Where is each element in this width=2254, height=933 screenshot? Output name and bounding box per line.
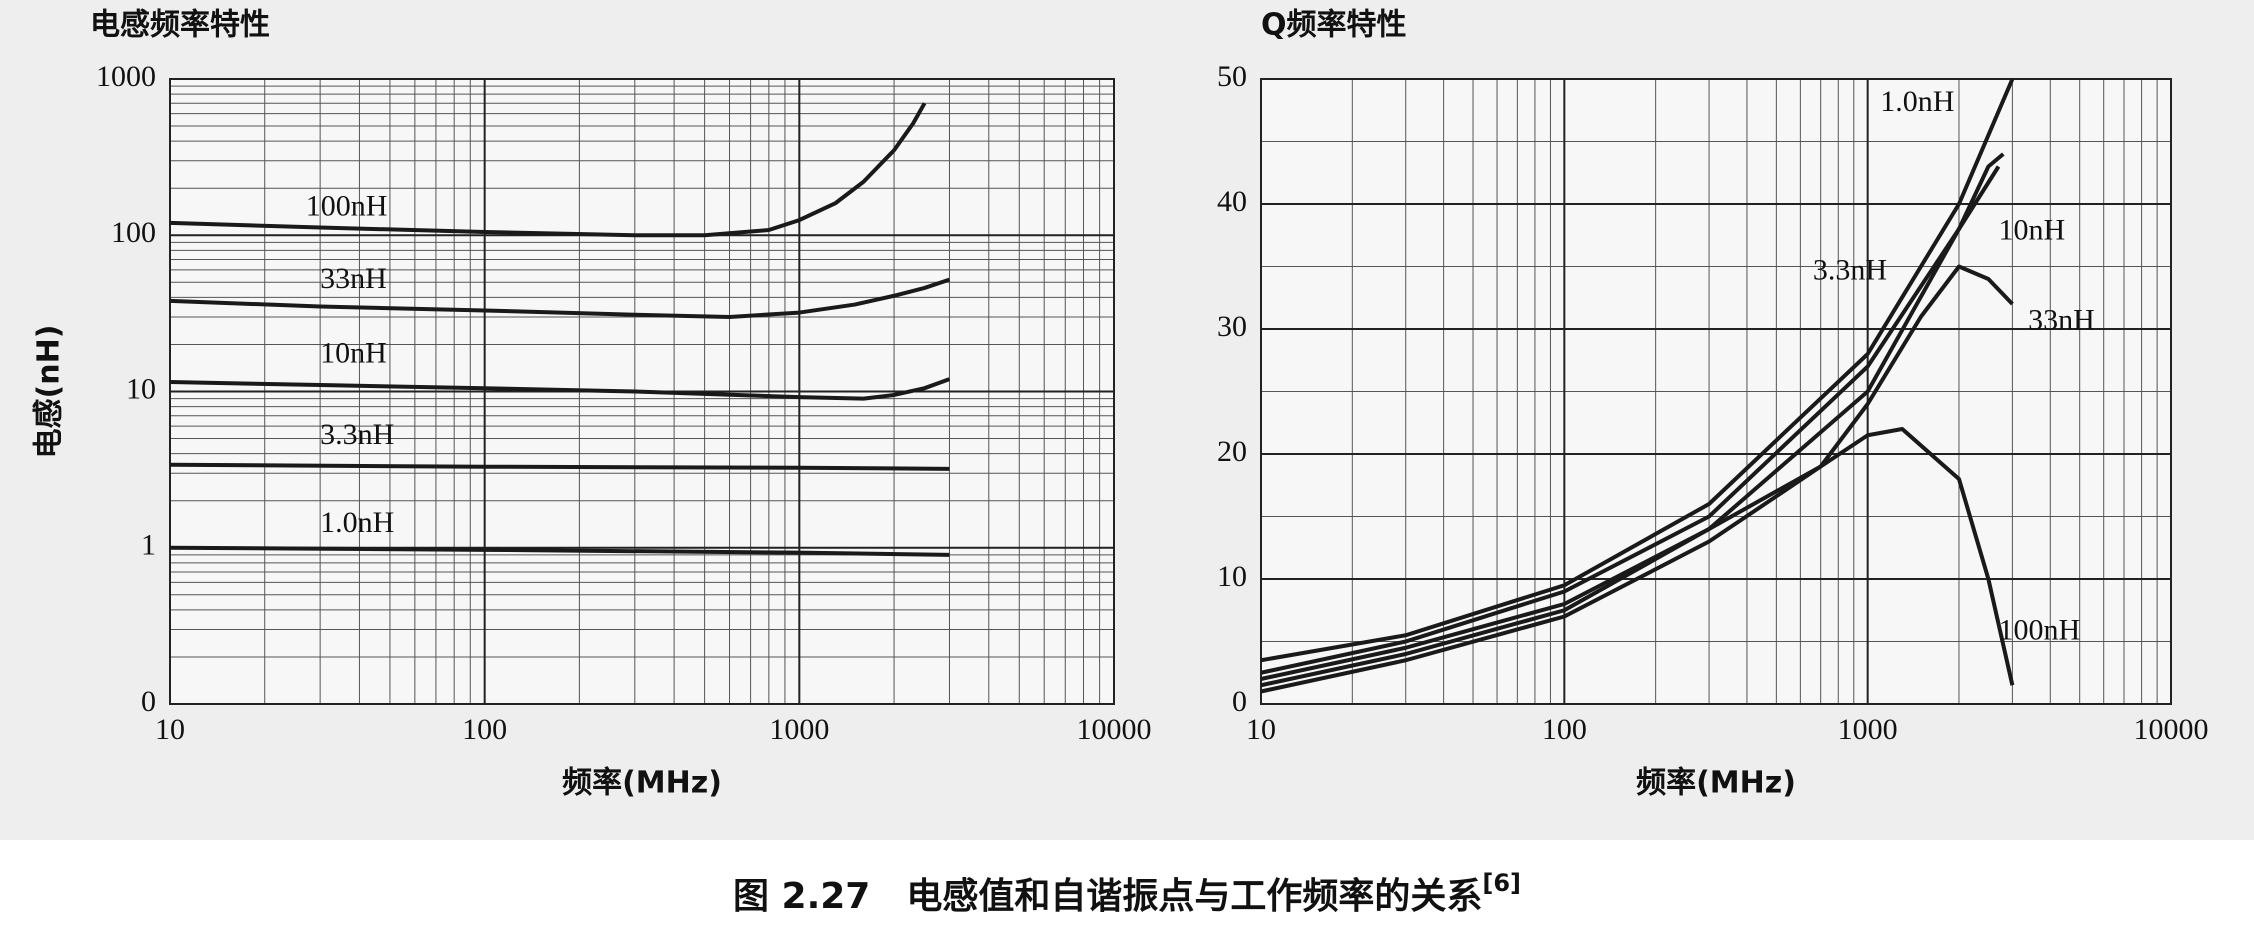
y-axis-label: 电感(nH) (32, 325, 67, 459)
y-tick-label: 1000 (96, 60, 156, 93)
series-line (1260, 427, 2015, 694)
caption: 图 2.27 电感值和自谐振点与工作频率的关系[6] (733, 869, 1521, 917)
series-line (1260, 264, 2014, 688)
series-line (169, 102, 927, 238)
x-tick-label: 100 (462, 713, 507, 746)
x-tick-label: 10000 (2134, 713, 2209, 746)
y-tick-label: 20 (1217, 435, 1247, 468)
x-tick-label: 10 (155, 713, 185, 746)
x-tick-label: 1000 (769, 713, 829, 746)
chart-title: Q频率特性 (1261, 8, 1407, 43)
series-label: 3.3nH (320, 418, 394, 451)
x-tick-label: 10000 (1077, 713, 1152, 746)
series-line (1260, 78, 2015, 663)
x-tick-label: 1000 (1838, 713, 1898, 746)
y-tick-label: 10 (126, 372, 156, 405)
x-tick-label: 100 (1542, 713, 1587, 746)
y-tick-label: 1 (141, 529, 156, 562)
chart-title: 电感频率特性 (90, 8, 270, 43)
x-tick-label: 10 (1246, 713, 1276, 746)
series-label: 10nH (1999, 214, 2066, 247)
x-axis-label: 频率(MHz) (1636, 766, 1796, 801)
series-label: 100nH (1999, 614, 2081, 647)
y-tick-label: 40 (1217, 185, 1247, 218)
y-tick-label: 0 (1232, 685, 1247, 718)
series-label: 100nH (306, 190, 388, 223)
series-line (169, 277, 951, 319)
series-line (1260, 152, 2005, 681)
series-line (169, 545, 950, 557)
y-tick-label: 10 (1217, 560, 1247, 593)
y-tick-label: 30 (1217, 310, 1247, 343)
series-label: 10nH (320, 336, 387, 369)
y-tick-label: 0 (141, 685, 156, 718)
series-line (1260, 165, 2001, 675)
series-line (169, 377, 951, 401)
series-label: 33nH (320, 262, 387, 295)
series-line (169, 462, 950, 471)
caption-ref: [6] (1482, 869, 1521, 897)
x-axis-label: 频率(MHz) (562, 766, 722, 801)
series-label: 33nH (2028, 304, 2095, 337)
series-label: 3.3nH (1813, 254, 1887, 287)
series-label: 1.0nH (320, 506, 394, 539)
y-tick-label: 50 (1217, 60, 1247, 93)
caption-text: 图 2.27 电感值和自谐振点与工作频率的关系 (733, 876, 1482, 917)
y-tick-label: 100 (111, 216, 156, 249)
series-label: 1.0nH (1880, 85, 1954, 118)
